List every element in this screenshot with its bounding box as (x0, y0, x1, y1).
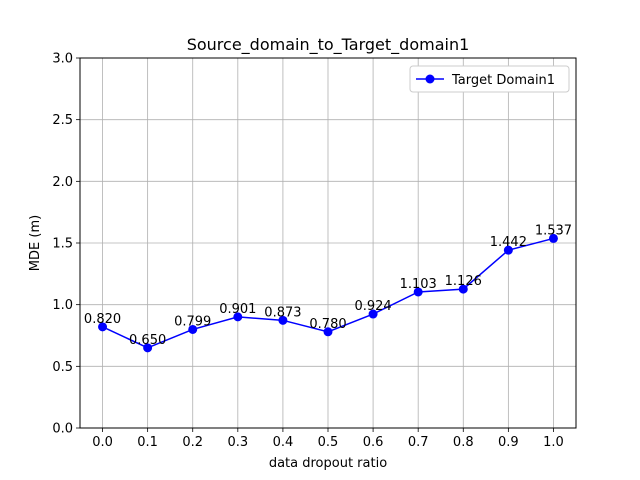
data-label: 0.873 (264, 305, 301, 320)
x-tick-label: 0.8 (453, 435, 474, 450)
data-label: 0.901 (219, 302, 256, 317)
data-point (413, 287, 423, 297)
legend: Target Domain1 (409, 65, 570, 93)
data-point (278, 315, 288, 325)
data-point (323, 327, 333, 337)
data-label: 1.442 (490, 235, 527, 250)
legend-marker (425, 74, 435, 84)
data-point (503, 245, 513, 255)
series-layer: 0.820 0.650 0.799 0.901 0.873 0.780 0.924 1.103… (84, 223, 572, 353)
x-tick-label: 0.9 (498, 435, 519, 450)
y-tick-label: 1.0 (52, 298, 73, 313)
data-point (143, 343, 153, 353)
data-label: 0.780 (309, 317, 346, 332)
y-axis-label: MDE (m) (28, 215, 43, 271)
data-label: 0.799 (174, 314, 211, 329)
legend-box (409, 65, 570, 93)
y-axis: 0.0 0.5 1.0 1.5 2.0 2.5 3.0 (52, 52, 80, 437)
y-tick-label: 0.5 (52, 360, 73, 375)
x-tick-label: 0.3 (227, 435, 248, 450)
y-tick-label: 3.0 (52, 52, 73, 67)
legend-label: Target Domain1 (451, 73, 555, 88)
data-point (368, 309, 378, 319)
x-tick-label: 0.5 (318, 435, 339, 450)
data-point (548, 233, 558, 243)
y-tick-label: 2.5 (52, 113, 73, 128)
data-point (458, 284, 468, 294)
x-tick-label: 0.6 (363, 435, 384, 450)
x-tick-label: 0.2 (182, 435, 203, 450)
x-tick-label: 1.0 (543, 435, 564, 450)
y-tick-label: 1.5 (52, 237, 73, 252)
x-tick-label: 0.4 (273, 435, 294, 450)
data-point (233, 312, 243, 322)
data-label: 1.103 (400, 277, 437, 292)
x-tick-label: 0.7 (408, 435, 429, 450)
data-label: 1.126 (445, 274, 482, 289)
x-axis-label: data dropout ratio (269, 456, 387, 471)
y-tick-label: 2.0 (52, 175, 73, 190)
y-tick-label: 0.0 (52, 422, 73, 437)
x-axis: 0.0 0.1 0.2 0.3 0.4 0.5 0.6 0.7 0.8 0.9 1.0 (92, 428, 564, 450)
data-label: 0.820 (84, 312, 121, 327)
data-point (188, 324, 198, 334)
data-label: 0.650 (129, 333, 166, 348)
data-label: 0.924 (354, 299, 391, 314)
data-point (98, 322, 108, 332)
x-tick-label: 0.0 (92, 435, 113, 450)
chart-title: Source_domain_to_Target_domain1 (187, 35, 470, 55)
data-label: 1.537 (535, 223, 572, 238)
x-tick-label: 0.1 (137, 435, 158, 450)
